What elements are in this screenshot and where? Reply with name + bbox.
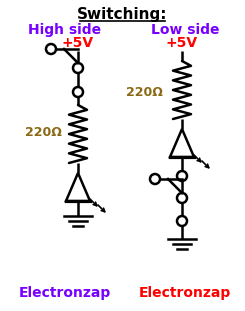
Text: Electronzap: Electronzap <box>139 286 231 300</box>
Text: Low side: Low side <box>151 23 219 37</box>
Text: 220Ω: 220Ω <box>24 127 61 140</box>
Text: 220Ω: 220Ω <box>126 86 162 100</box>
Text: +5V: +5V <box>166 36 198 50</box>
Text: High side: High side <box>28 23 102 37</box>
Text: Switching:: Switching: <box>77 7 167 21</box>
Text: +5V: +5V <box>62 36 94 50</box>
Text: Electronzap: Electronzap <box>19 286 111 300</box>
